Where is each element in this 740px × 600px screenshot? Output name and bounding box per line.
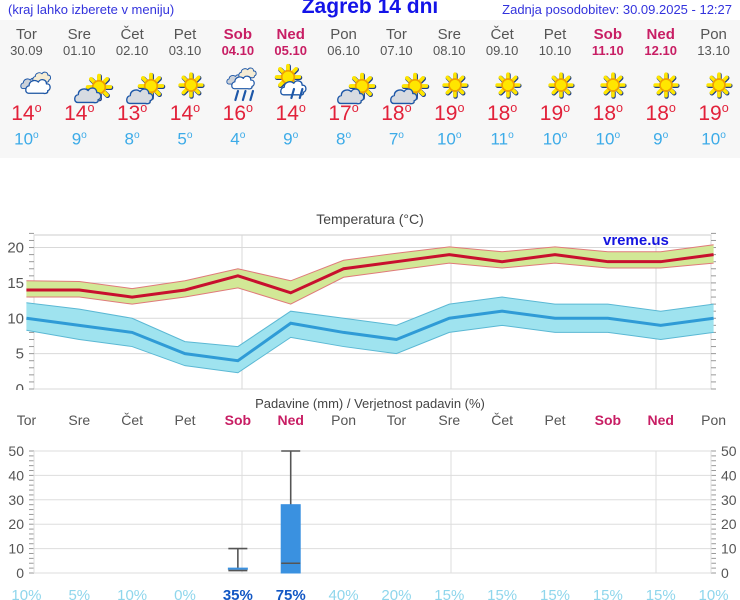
svg-text:0: 0 (721, 565, 729, 581)
svg-text:Tor: Tor (387, 412, 407, 428)
svg-text:Pet: Pet (174, 412, 195, 428)
svg-text:Čet: Čet (491, 412, 513, 428)
svg-text:Tor: Tor (17, 412, 37, 428)
svg-text:40: 40 (8, 467, 24, 483)
svg-text:20: 20 (721, 516, 737, 532)
svg-text:Pet: Pet (544, 412, 565, 428)
svg-text:20: 20 (7, 240, 24, 257)
svg-text:Sre: Sre (68, 412, 90, 428)
svg-text:0: 0 (16, 565, 24, 581)
svg-text:Pon: Pon (701, 412, 726, 428)
svg-text:30: 30 (721, 492, 737, 508)
svg-text:Padavine (mm) / Verjetnost pad: Padavine (mm) / Verjetnost padavin (%) (255, 396, 485, 411)
svg-text:Temperatura (°C): Temperatura (°C) (316, 211, 424, 227)
svg-text:40: 40 (721, 467, 737, 483)
svg-text:0: 0 (16, 381, 24, 390)
svg-text:20: 20 (8, 516, 24, 532)
svg-text:Čet: Čet (121, 412, 143, 428)
svg-text:10: 10 (721, 541, 737, 557)
svg-text:Ned: Ned (277, 412, 303, 428)
svg-text:15: 15 (7, 275, 24, 292)
svg-text:Ned: Ned (647, 412, 673, 428)
svg-text:Sob: Sob (595, 412, 621, 428)
svg-text:Pon: Pon (331, 412, 356, 428)
svg-text:Sob: Sob (225, 412, 251, 428)
svg-text:50: 50 (721, 443, 737, 459)
svg-text:10: 10 (7, 310, 24, 327)
svg-text:10: 10 (8, 541, 24, 557)
svg-text:50: 50 (8, 443, 24, 459)
svg-text:vreme.us: vreme.us (603, 232, 669, 249)
svg-text:30: 30 (8, 492, 24, 508)
svg-text:Sre: Sre (438, 412, 460, 428)
svg-text:5: 5 (16, 346, 24, 363)
